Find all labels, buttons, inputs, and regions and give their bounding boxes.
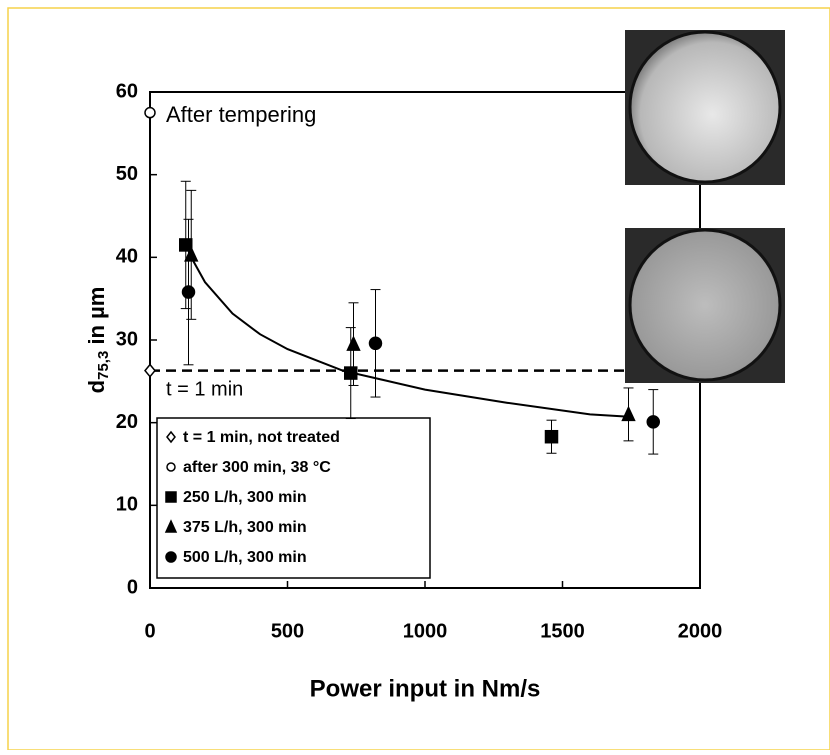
legend-label: t = 1 min, not treated <box>183 429 340 446</box>
fit-curve <box>190 256 632 418</box>
y-tick-label: 50 <box>116 163 138 185</box>
micrograph-top <box>625 30 785 185</box>
legend-box <box>156 417 431 579</box>
markers-layer <box>144 106 660 455</box>
legend-label: 375 L/h, 300 min <box>183 519 307 536</box>
x-tick-label: 1500 <box>540 620 585 642</box>
y-axis-label: d75,3 in µm <box>84 287 112 394</box>
marker <box>165 491 177 503</box>
x-tick-label: 0 <box>144 620 155 642</box>
marker <box>181 285 196 299</box>
y-label-rest: in µm <box>84 287 109 351</box>
x-tick-label: 1000 <box>403 620 448 642</box>
x-tick-label: 2000 <box>678 620 723 642</box>
y-tick-label: 60 <box>116 80 138 102</box>
reference-label: t = 1 min <box>166 378 243 400</box>
marker <box>166 462 176 472</box>
marker <box>144 106 156 119</box>
marker <box>166 430 176 444</box>
legend-label: 250 L/h, 300 min <box>183 489 307 506</box>
y-label-sub: 75,3 <box>95 351 112 380</box>
y-tick-label: 20 <box>116 411 138 433</box>
y-tick-label: 0 <box>127 576 138 598</box>
marker <box>368 336 383 351</box>
marker <box>164 519 178 533</box>
marker <box>621 405 636 422</box>
marker <box>544 429 559 444</box>
plot-layer: 0 500 1000 1500 2000 0 10 20 30 40 50 60 <box>116 80 723 642</box>
legend-label: after 300 min, 38 °C <box>183 459 331 476</box>
micrograph-bottom <box>625 228 785 383</box>
marker <box>144 363 156 378</box>
marker <box>346 335 361 351</box>
x-tick-label: 500 <box>271 620 304 642</box>
legend-label: 500 L/h, 300 min <box>183 549 307 566</box>
annotation: After tempering <box>166 102 316 127</box>
y-tick-label: 40 <box>116 246 138 268</box>
marker <box>646 415 660 429</box>
y-tick-label: 10 <box>116 494 138 516</box>
y-label-main: d <box>84 380 109 393</box>
x-axis-label: Power input in Nm/s <box>310 675 541 702</box>
marker <box>165 551 177 563</box>
marker <box>344 366 358 380</box>
y-tick-label: 30 <box>116 328 138 350</box>
